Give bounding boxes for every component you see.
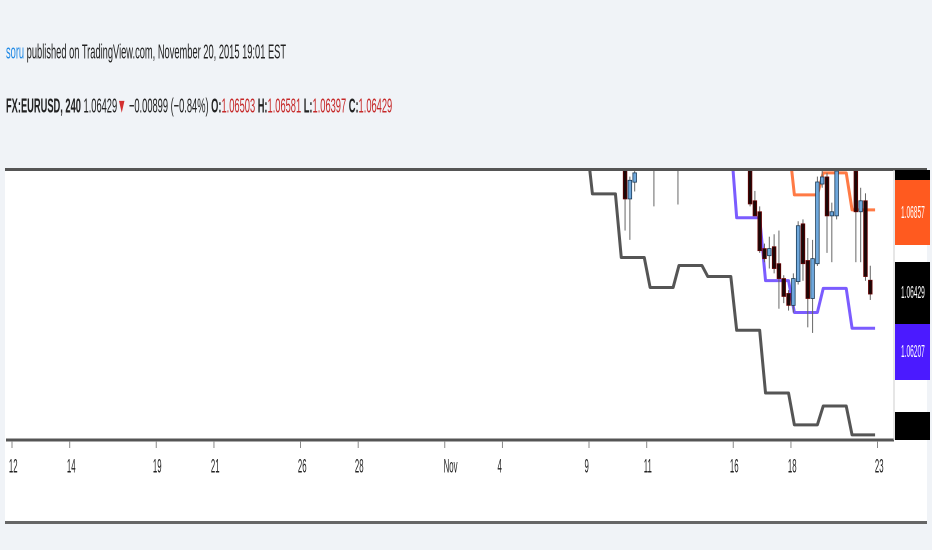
candle-body <box>863 200 868 277</box>
candle-body <box>776 263 782 279</box>
candle-body <box>767 248 772 257</box>
x-tick-label: 21 <box>210 454 220 477</box>
candle-body <box>622 171 628 200</box>
close-label: C: <box>348 95 359 118</box>
x-tick-label: 19 <box>153 454 162 477</box>
high-label: H: <box>257 95 268 118</box>
publish-info: soru published on TradingView.com, Novem… <box>6 41 286 64</box>
x-tick-label: 9 <box>584 454 589 477</box>
price-label-orange: 1.06857 <box>895 180 930 245</box>
candle-body <box>652 160 656 166</box>
publish-text: published on TradingView.com, November 2… <box>24 41 287 64</box>
close-value: 1.06429 <box>358 95 393 118</box>
candle-body <box>829 211 835 217</box>
price-change: −0.00899 (−0.84%) <box>128 95 209 118</box>
candle-body <box>791 278 796 306</box>
candle-body <box>676 158 680 164</box>
candle-body <box>771 246 777 269</box>
x-tick-label: 18 <box>787 454 797 477</box>
candle-body <box>752 200 758 217</box>
candle-body <box>795 225 801 282</box>
x-tick-label: 11 <box>643 454 652 477</box>
triangle-down-icon: ▼ <box>117 95 127 118</box>
candle-body <box>781 278 786 297</box>
x-tick-label: 23 <box>874 454 884 477</box>
candle-body <box>824 176 830 217</box>
price-label-partial-bottom <box>895 412 930 440</box>
author-link[interactable]: soru <box>6 41 25 64</box>
open-label: O: <box>211 95 222 118</box>
last-price: 1.06429 <box>83 95 118 118</box>
x-tick-label: Nov <box>443 454 458 477</box>
price-label-purple: 1.06207 <box>895 324 930 380</box>
open-value: 1.06503 <box>221 95 256 118</box>
candle-body <box>858 200 863 213</box>
x-tick-label: 16 <box>730 454 739 477</box>
candle-body <box>627 179 633 200</box>
candle-body <box>757 211 762 252</box>
candle-body <box>820 176 825 185</box>
step-line-2 <box>790 171 876 212</box>
candle-body <box>868 279 873 295</box>
candle-body <box>805 260 810 299</box>
candle-body <box>786 293 791 306</box>
candle-body <box>762 248 767 260</box>
low-value: 1.06397 <box>312 95 347 118</box>
high-value: 1.06581 <box>267 95 302 118</box>
price-label-partial-top <box>895 170 930 180</box>
x-tick-label: 4 <box>497 454 503 477</box>
x-tick-label: 28 <box>355 454 364 477</box>
candle-body <box>632 172 637 183</box>
symbol-name: FX:EURUSD, 240 <box>6 95 81 118</box>
plot-area <box>588 158 876 437</box>
candle-body <box>810 258 815 299</box>
candle-body <box>853 171 859 213</box>
price-label-last: 1.06429 <box>895 262 930 324</box>
candle-body <box>815 181 820 265</box>
chart-frame[interactable] <box>5 168 927 524</box>
symbol-legend: FX:EURUSD, 240 1.06429▼ −0.00899 (−0.84%… <box>6 95 392 118</box>
x-tick-label: 14 <box>66 454 76 477</box>
candle-body <box>747 171 753 205</box>
candle-body <box>800 223 806 265</box>
x-tick-label: 26 <box>297 454 307 477</box>
x-tick-label: 12 <box>8 454 18 477</box>
candle-body <box>834 171 839 217</box>
low-label: L: <box>303 95 313 118</box>
step-line-0 <box>588 171 876 437</box>
